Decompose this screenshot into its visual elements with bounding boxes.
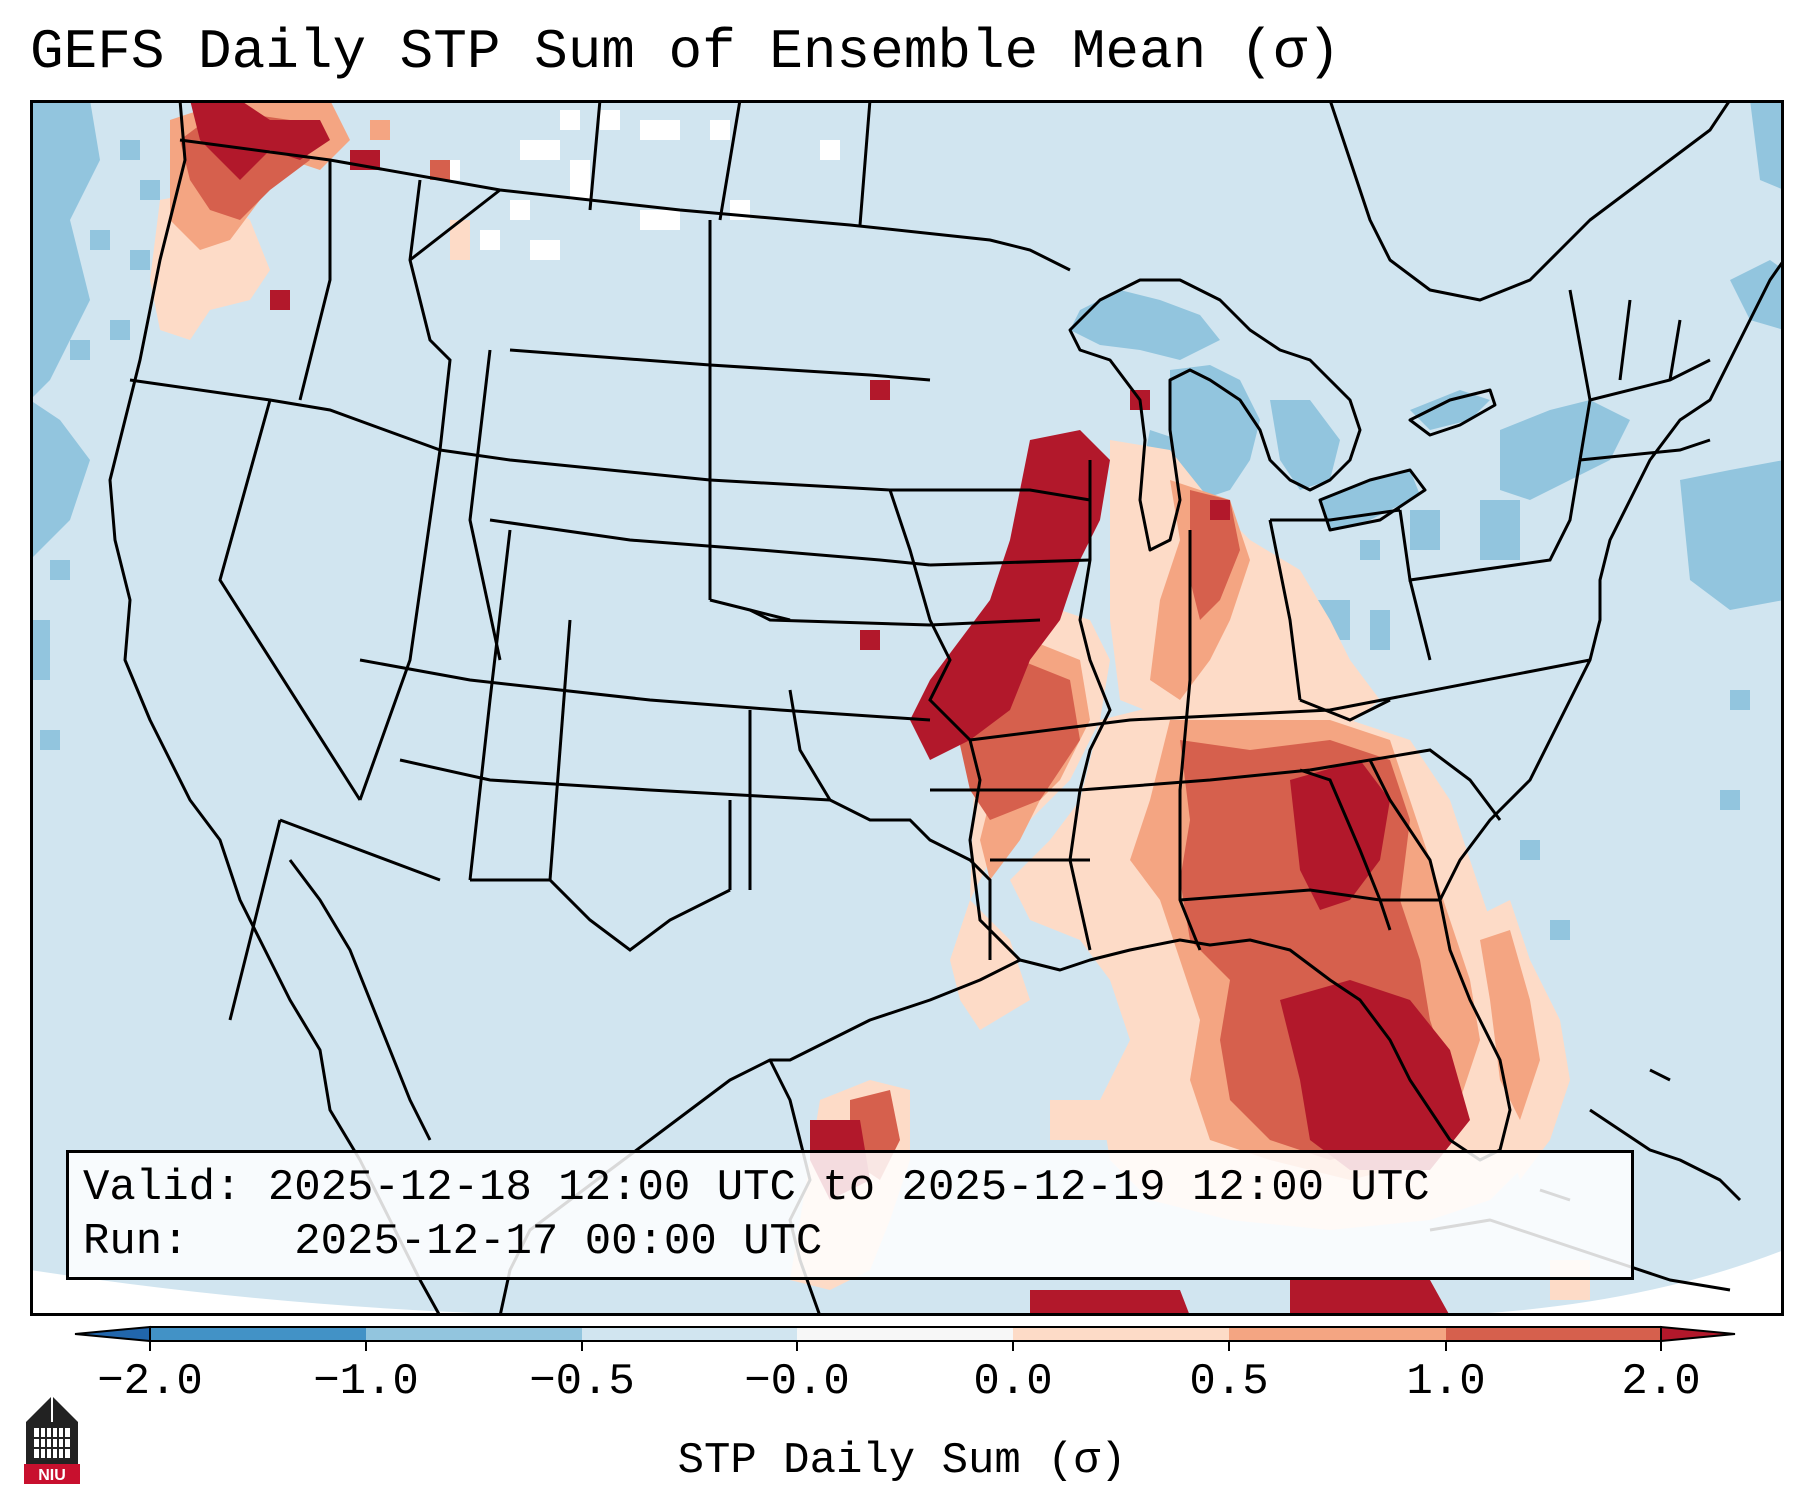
projection-edge-left [30,1270,630,1316]
colorbar-tick-label: 1.0 [1406,1357,1485,1407]
colorbar-tick-label: −1.0 [313,1357,419,1407]
colorbar-tick-label: −0.5 [529,1357,635,1407]
state-borders [129,100,1711,1021]
colorbar-segment [797,1327,1013,1341]
niu-logo-text: NIU [38,1467,66,1484]
run-label: Run: [83,1217,189,1267]
colorbar-segment [1446,1327,1661,1341]
near-zero-regions [440,110,840,260]
colorbar-segment [1229,1327,1446,1341]
valid-label: Valid: [83,1163,242,1213]
colorbar-tick-label: 0.0 [973,1357,1052,1407]
colorbar-over-arrow [1660,1325,1736,1343]
colorbar-segment [366,1327,582,1341]
valid-run-info: Valid: 2025-12-18 12:00 UTC to 2025-12-1… [66,1150,1634,1280]
colorbar-segment [1013,1327,1229,1341]
stp-map [30,100,1784,1316]
projection-edge-right [1430,1250,1784,1316]
run-time: 2025-12-17 00:00 UTC [294,1217,823,1267]
niu-logo: NIU [24,1396,80,1484]
map-frame [30,100,1784,1316]
colorbar-tick-label: 0.5 [1189,1357,1268,1407]
colorbar-tick-label: −2.0 [97,1357,203,1407]
colorbar-frame [149,1326,1662,1342]
colorbar-tick-label: 2.0 [1621,1357,1700,1407]
valid-time: 2025-12-18 12:00 UTC to 2025-12-19 12:00… [267,1163,1430,1213]
colorbar-segment [582,1327,797,1341]
colorbar-label: STP Daily Sum (σ) [678,1436,1127,1486]
colorbar-segment [150,1327,366,1341]
niu-tower-icon [24,1396,80,1484]
colorbar-tick-label: −0.0 [744,1357,850,1407]
map-title: GEFS Daily STP Sum of Ensemble Mean (σ) [30,20,1341,84]
colorbar-under-arrow [74,1325,151,1343]
